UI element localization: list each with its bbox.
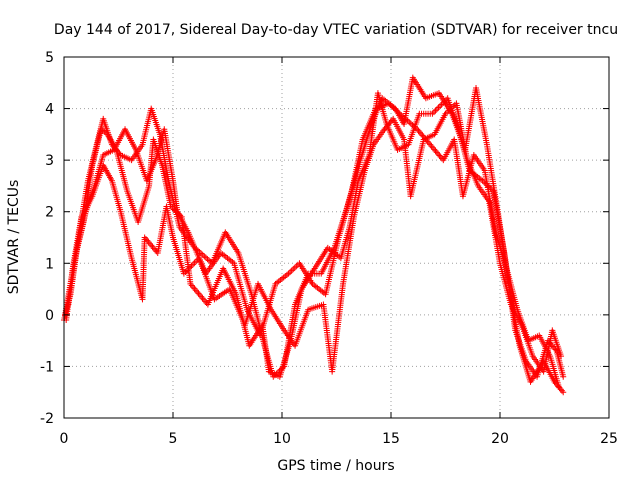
x-tick-label: 0 bbox=[60, 431, 69, 447]
x-tick-label: 15 bbox=[382, 431, 400, 447]
data-point bbox=[437, 102, 444, 109]
data-point bbox=[202, 254, 209, 261]
data-point bbox=[142, 236, 149, 243]
data-point bbox=[198, 293, 205, 300]
data-point bbox=[191, 259, 198, 266]
data-point bbox=[204, 256, 211, 263]
y-tick-label: 4 bbox=[45, 102, 54, 118]
data-point bbox=[291, 264, 298, 271]
data-point bbox=[431, 146, 438, 153]
data-point bbox=[200, 296, 207, 303]
data-point bbox=[152, 246, 159, 253]
data-point bbox=[432, 107, 439, 114]
series-track-b bbox=[63, 100, 565, 375]
x-tick-label: 10 bbox=[273, 431, 291, 447]
data-point bbox=[193, 258, 200, 265]
data-point bbox=[202, 298, 209, 305]
data-point bbox=[192, 287, 199, 294]
data-point bbox=[199, 295, 206, 302]
data-point bbox=[432, 147, 439, 154]
data-point bbox=[190, 284, 197, 291]
y-axis-label: SDTVAR / TECUs bbox=[6, 180, 22, 295]
plot-frame bbox=[63, 56, 610, 419]
data-point bbox=[555, 384, 562, 391]
data-point bbox=[290, 266, 297, 273]
data-point bbox=[560, 389, 567, 396]
y-tick-label: -1 bbox=[40, 359, 54, 375]
data-point bbox=[436, 152, 443, 159]
data-point bbox=[558, 387, 565, 394]
data-point bbox=[435, 150, 442, 157]
data-point bbox=[144, 237, 151, 244]
chart-title: Day 144 of 2017, Sidereal Day-to-day VTE… bbox=[54, 22, 618, 38]
data-point bbox=[196, 292, 203, 299]
y-tick-label: 5 bbox=[45, 50, 54, 66]
data-point bbox=[552, 346, 559, 353]
x-tick-label: 25 bbox=[600, 431, 618, 447]
data-point bbox=[188, 262, 195, 269]
x-axis-label: GPS time / hours bbox=[277, 458, 394, 474]
x-tick-label: 5 bbox=[169, 431, 178, 447]
y-tick-label: 2 bbox=[45, 205, 54, 221]
data-point bbox=[428, 143, 435, 150]
data-point bbox=[194, 288, 201, 295]
data-point bbox=[430, 109, 437, 116]
x-tick-label: 20 bbox=[491, 431, 509, 447]
data-point bbox=[293, 263, 300, 270]
y-tick-label: 1 bbox=[45, 256, 54, 272]
data-point bbox=[201, 253, 208, 260]
data-point bbox=[199, 251, 206, 258]
y-tick-label: 0 bbox=[45, 308, 54, 324]
data-point bbox=[149, 243, 156, 250]
data-point bbox=[288, 267, 295, 274]
y-tick-label: 3 bbox=[45, 153, 54, 169]
data-point bbox=[437, 154, 444, 161]
data-points bbox=[61, 74, 567, 396]
data-point bbox=[416, 129, 423, 136]
data-point bbox=[418, 130, 425, 137]
data-point bbox=[146, 240, 153, 247]
grid-lines bbox=[64, 57, 609, 418]
data-point bbox=[433, 106, 440, 113]
data-point bbox=[433, 149, 440, 156]
data-point bbox=[206, 257, 213, 264]
data-point bbox=[195, 290, 202, 297]
series-track-a bbox=[61, 74, 567, 396]
data-point bbox=[191, 285, 198, 292]
data-point bbox=[429, 144, 436, 151]
y-tick-label: -2 bbox=[40, 411, 54, 427]
series-track-d bbox=[62, 90, 567, 380]
data-point bbox=[560, 373, 567, 380]
data-point bbox=[435, 104, 442, 111]
data-point bbox=[148, 242, 155, 249]
data-point bbox=[425, 140, 432, 147]
data-point bbox=[287, 269, 294, 276]
data-point bbox=[427, 141, 434, 148]
axis-ticks: 0 5 10 15 20 25 -2 -1 0 1 2 3 4 5 bbox=[40, 50, 618, 447]
